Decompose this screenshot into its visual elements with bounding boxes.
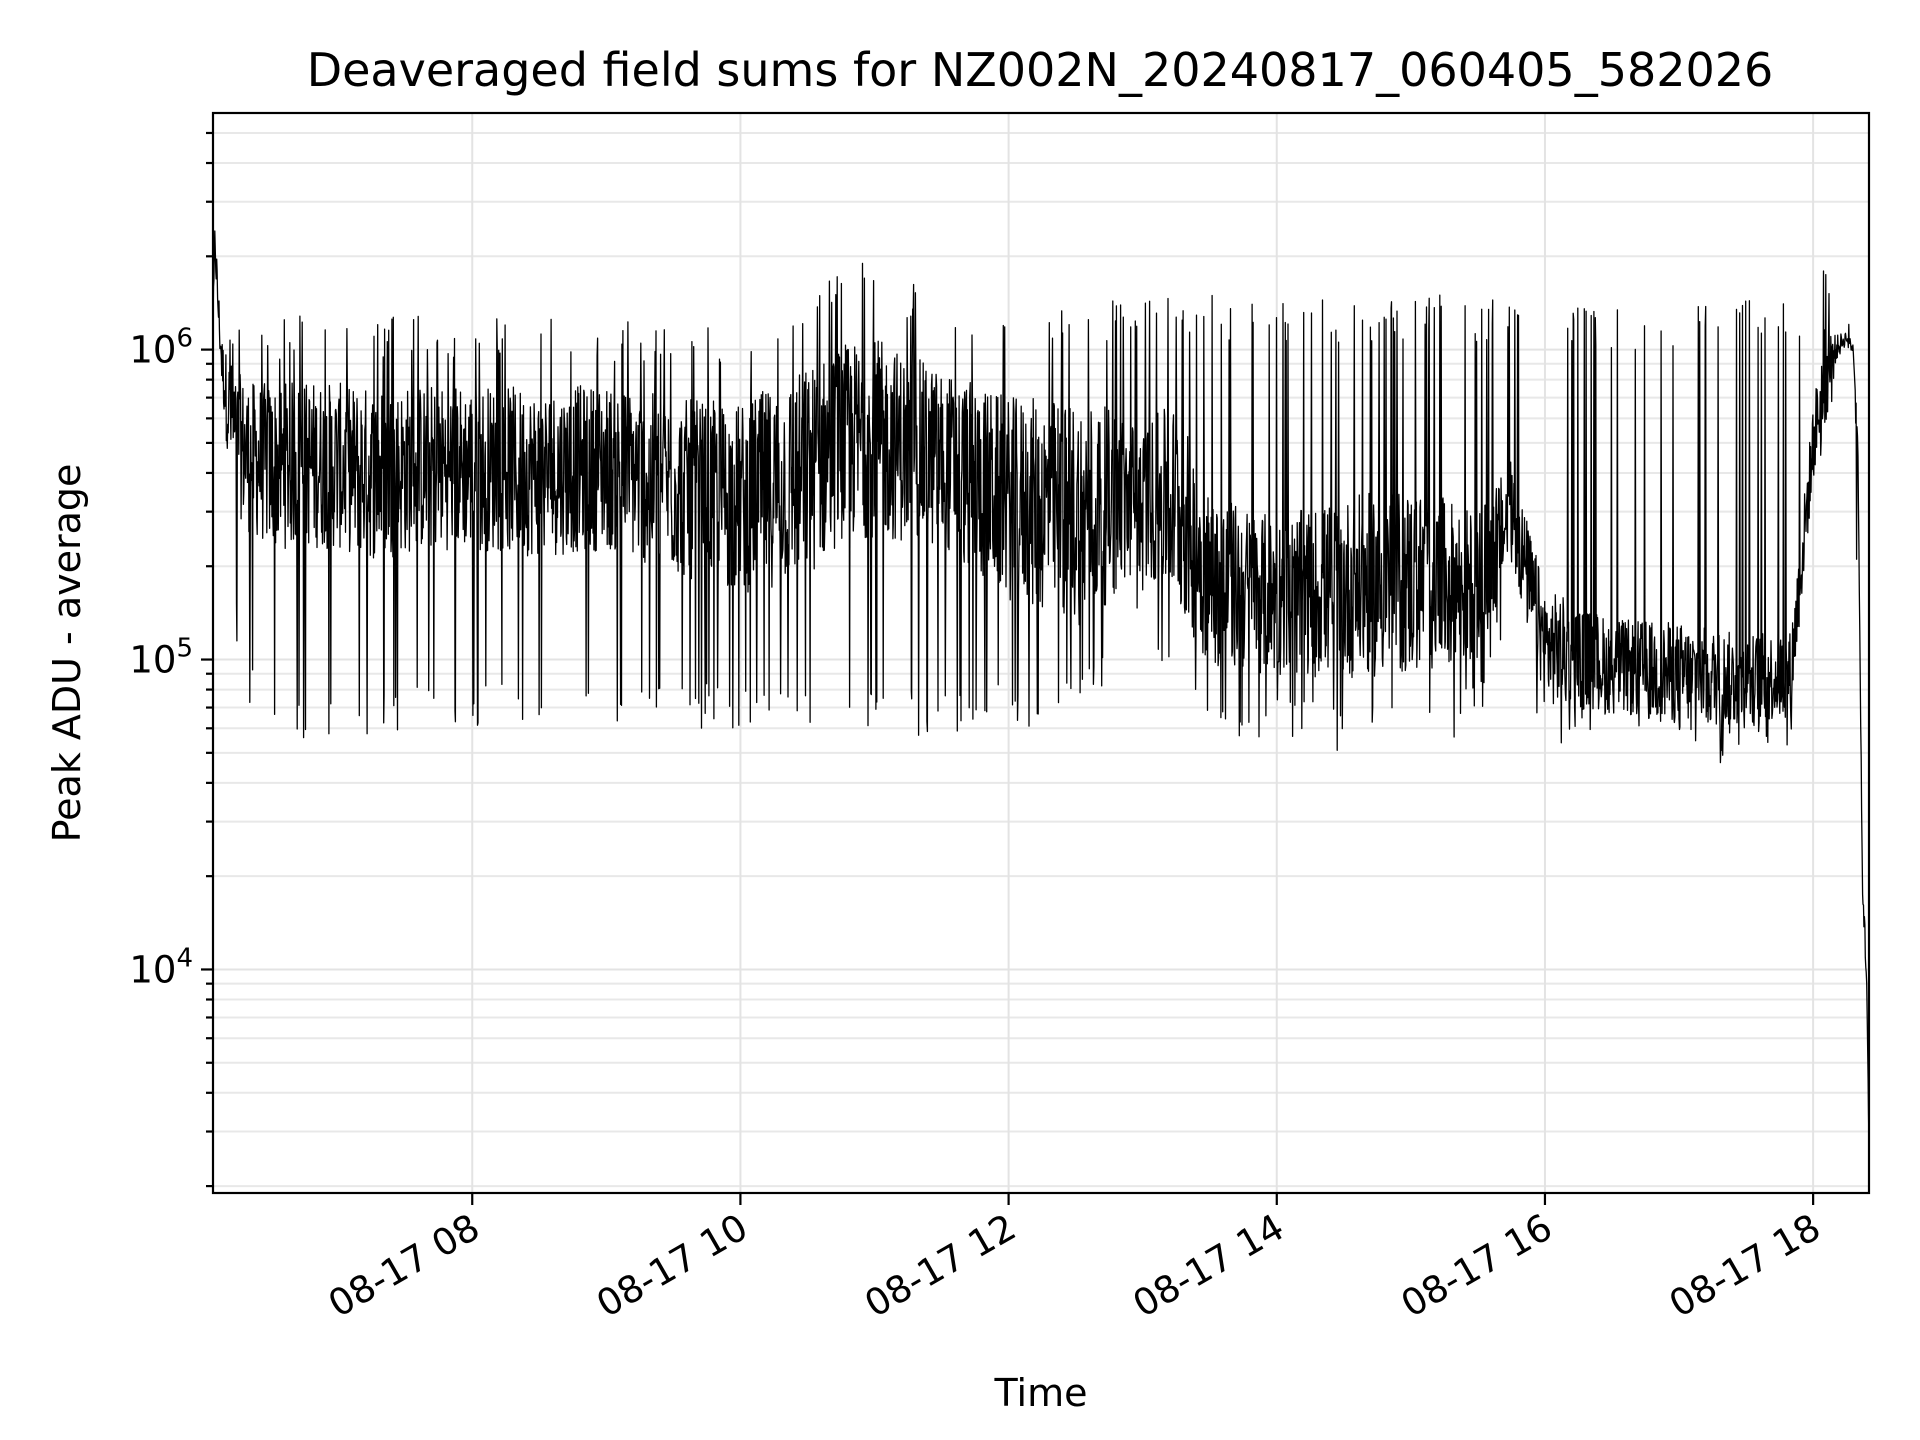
plot-area	[211, 111, 1871, 1195]
y-tick-label: 105	[129, 634, 193, 682]
x-axis-label: Time	[994, 1371, 1088, 1415]
y-tick-label: 106	[129, 324, 193, 372]
y-tick-label: 104	[129, 943, 193, 991]
series-line	[212, 230, 1870, 1146]
y-axis-label: Peak ADU - average	[45, 464, 89, 843]
chart-title: Deaveraged field sums for NZ002N_2024081…	[307, 43, 1774, 97]
series-layer	[212, 230, 1870, 1146]
